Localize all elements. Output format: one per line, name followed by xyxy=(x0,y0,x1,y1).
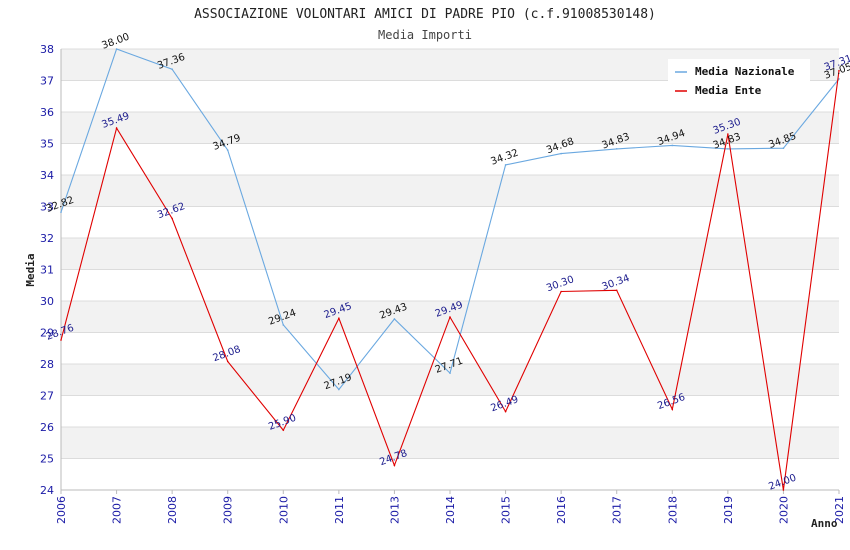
point-nazionale xyxy=(615,148,618,150)
data-label-ente: 28.08 xyxy=(212,344,243,364)
y-tick-label: 27 xyxy=(40,390,54,403)
point-ente xyxy=(782,489,785,491)
point-ente xyxy=(60,339,62,341)
point-ente xyxy=(560,290,562,293)
x-tick-label: 2018 xyxy=(666,496,679,524)
point-ente xyxy=(727,133,729,135)
y-tick-label: 28 xyxy=(40,358,54,371)
legend-background xyxy=(668,59,810,103)
point-nazionale xyxy=(338,388,340,391)
y-tick-label: 26 xyxy=(40,421,54,434)
series-layer xyxy=(60,48,840,491)
x-tick-label: 2008 xyxy=(166,496,179,524)
y-tick-label: 35 xyxy=(40,138,54,151)
x-tick-labels: 2006 2007 2008 2009 2010 2011 2013 2014 2015 2016… xyxy=(55,490,846,524)
legend: Media Nazionale Media Ente xyxy=(668,59,810,103)
y-tick-label: 34 xyxy=(40,169,54,182)
point-nazionale xyxy=(226,149,229,151)
point-nazionale xyxy=(171,68,173,70)
grid-band xyxy=(61,238,839,270)
y-tick-label: 32 xyxy=(40,232,54,245)
x-tick-label: 2015 xyxy=(500,496,513,524)
point-nazionale xyxy=(393,318,396,320)
x-axis-label: Anno xyxy=(811,517,838,530)
y-tick-labels: 24 25 26 27 28 29 30 31 32 33 34 35 36 37 38 xyxy=(40,43,54,497)
x-tick-label: 2010 xyxy=(277,496,290,524)
point-nazionale xyxy=(60,211,62,213)
point-ente xyxy=(838,69,840,72)
point-nazionale xyxy=(115,48,118,50)
data-label-nazionale: 32.82 xyxy=(45,195,76,215)
y-tick-label: 37 xyxy=(40,75,54,88)
grid-bands xyxy=(61,49,839,459)
grid-band xyxy=(61,364,839,396)
legend-label-ente: Media Ente xyxy=(695,84,762,97)
point-nazionale xyxy=(671,144,674,147)
point-nazionale xyxy=(727,148,729,150)
x-tick-label: 2006 xyxy=(55,496,68,524)
grid-band xyxy=(61,175,839,207)
grid-band xyxy=(61,427,839,459)
y-tick-label: 29 xyxy=(40,327,54,340)
point-nazionale xyxy=(504,164,507,166)
x-tick-label: 2014 xyxy=(444,496,457,524)
y-tick-label: 25 xyxy=(40,453,54,466)
data-label-nazionale: 34.32 xyxy=(489,148,520,168)
point-nazionale xyxy=(449,372,451,374)
point-ente xyxy=(449,316,451,318)
x-tick-label: 2007 xyxy=(111,496,124,524)
x-tick-label: 2019 xyxy=(722,496,735,524)
data-label-ente: 26.49 xyxy=(489,394,520,414)
y-tick-label: 30 xyxy=(40,295,54,308)
x-tick-label: 2016 xyxy=(555,496,568,524)
point-ente xyxy=(393,464,396,467)
x-tick-label: 2017 xyxy=(611,496,624,524)
y-tick-label: 36 xyxy=(40,106,54,119)
y-tick-label: 31 xyxy=(40,264,54,277)
chart-subtitle: Media Importi xyxy=(378,28,472,42)
point-nazionale xyxy=(838,78,840,80)
x-tick-label: 2020 xyxy=(777,496,790,524)
point-ente xyxy=(671,408,674,411)
point-nazionale xyxy=(282,324,285,326)
x-tick-label: 2011 xyxy=(333,496,346,524)
point-ente xyxy=(338,317,340,320)
y-tick-label: 24 xyxy=(40,484,54,497)
y-tick-label: 38 xyxy=(40,43,54,56)
x-tick-label: 2013 xyxy=(388,496,401,524)
chart-title: ASSOCIAZIONE VOLONTARI AMICI DI PADRE PI… xyxy=(194,7,656,22)
point-ente xyxy=(504,410,507,413)
point-ente xyxy=(115,127,118,129)
point-ente xyxy=(282,429,285,431)
y-axis-label: Media xyxy=(24,253,37,286)
x-tick-label: 2021 xyxy=(833,496,846,524)
point-nazionale xyxy=(560,152,562,155)
y-tick-label: 33 xyxy=(40,201,54,214)
legend-label-nazionale: Media Nazionale xyxy=(695,65,795,78)
point-ente xyxy=(171,217,173,220)
x-tick-label: 2009 xyxy=(222,496,235,524)
point-ente xyxy=(615,289,618,292)
point-nazionale xyxy=(782,147,785,150)
point-ente xyxy=(226,360,229,363)
grid-band xyxy=(61,112,839,144)
